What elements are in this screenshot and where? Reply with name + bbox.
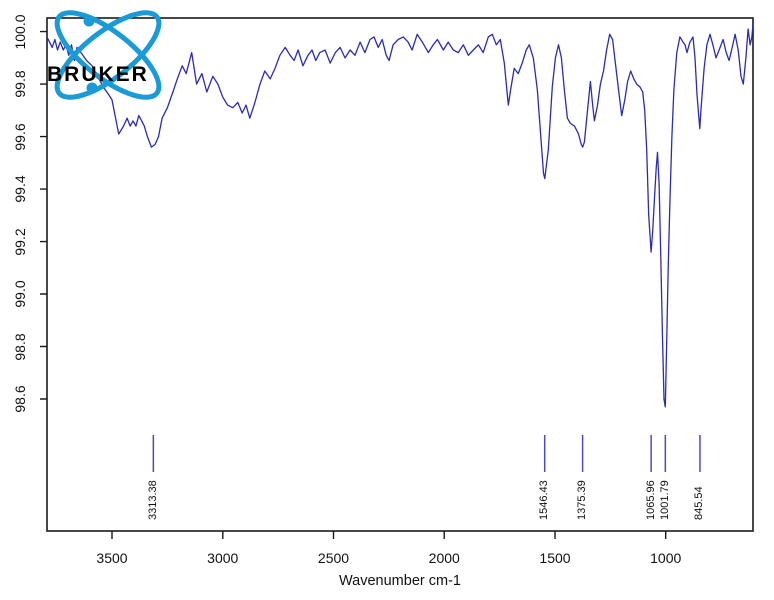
y-axis-ticks	[40, 30, 47, 400]
y-tick-label: 100.0	[12, 14, 28, 50]
bruker-atom-icon	[54, 10, 162, 100]
x-tick-label: 2500	[317, 550, 350, 566]
y-tick-label: 98.8	[12, 332, 28, 361]
peak-label: 3313.38	[146, 480, 159, 520]
x-axis-ticks	[111, 531, 667, 539]
plot-border	[46, 17, 754, 532]
x-tick-label: 1000	[650, 550, 682, 566]
x-tick-label: 3500	[96, 550, 128, 566]
y-tick-label: 99.0	[12, 280, 28, 308]
bruker-wordmark: BRUKER	[47, 63, 149, 86]
x-tick-label: 1500	[539, 550, 571, 566]
x-axis-title: Wavenumber cm-1	[339, 573, 461, 589]
y-tick-label: 98.6	[12, 385, 28, 413]
peak-label: 1065.96	[644, 480, 657, 520]
y-tick-label: 99.8	[12, 70, 28, 98]
y-tick-label: 99.2	[12, 227, 28, 256]
spectrum-line	[46, 23, 754, 408]
bruker-logo: BRUKER	[46, 8, 176, 108]
x-tick-label: 3000	[207, 550, 239, 566]
peak-label: 845.54	[693, 486, 706, 520]
y-tick-label: 99.4	[12, 175, 28, 203]
peak-label: 1375.39	[576, 480, 589, 520]
peak-label: 1001.79	[658, 480, 671, 520]
x-tick-label: 2000	[428, 550, 460, 566]
y-tick-label: 99.6	[12, 122, 28, 151]
peak-label: 1546.43	[538, 480, 551, 520]
